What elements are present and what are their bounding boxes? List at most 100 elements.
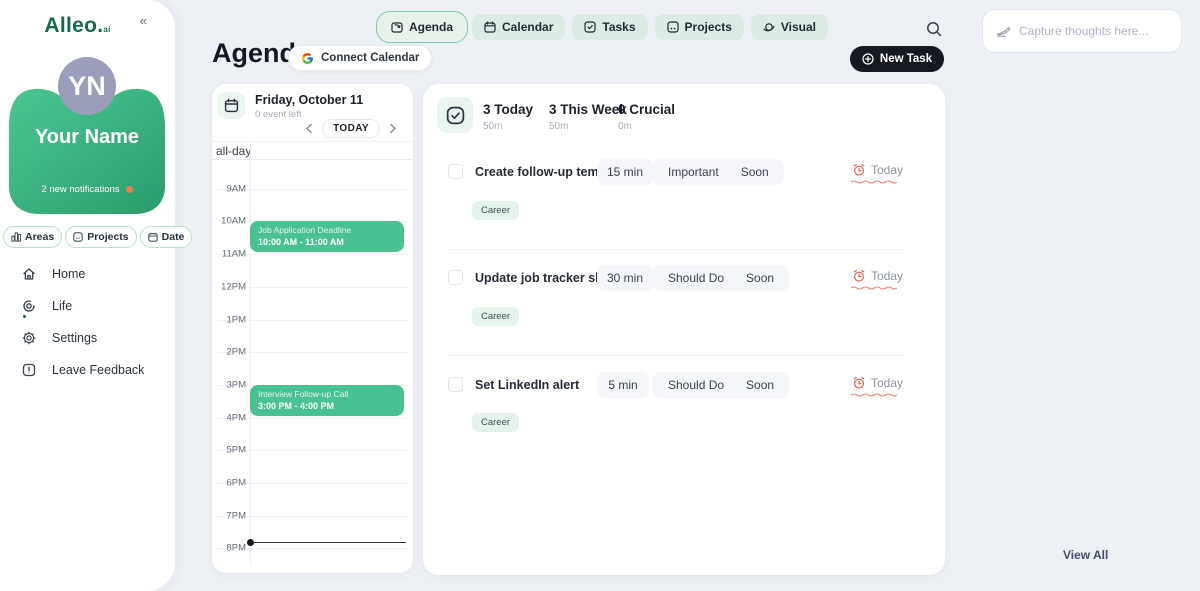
alarm-clock-icon bbox=[853, 164, 865, 176]
tab-projects[interactable]: Projects bbox=[654, 14, 744, 40]
tasks-panel: 3 Today 50m 3 This Week 50m 0 Crucial 0m… bbox=[423, 84, 945, 575]
current-time-dot bbox=[247, 539, 254, 546]
hour-label: 7PM bbox=[226, 510, 246, 522]
task-urgency[interactable]: Soon bbox=[746, 271, 775, 285]
stat-crucial: 0 Crucial 0m bbox=[618, 102, 675, 132]
task-due-label: Today bbox=[870, 163, 903, 177]
tab-calendar[interactable]: Calendar bbox=[472, 14, 566, 40]
sidebar-item-leave-feedback[interactable]: Leave Feedback bbox=[22, 362, 167, 377]
hour-label: 9AM bbox=[226, 183, 246, 195]
task-urgency[interactable]: Soon bbox=[746, 378, 775, 392]
sidebar-collapse-icon[interactable]: « bbox=[139, 13, 147, 28]
calendar-event[interactable]: Job Application Deadline 10:00 AM - 11:0… bbox=[250, 221, 404, 252]
tab-label: Projects bbox=[684, 20, 732, 34]
stat-this-week: 3 This Week 50m bbox=[549, 102, 627, 132]
current-time-indicator bbox=[247, 539, 406, 546]
event-time: 3:00 PM - 4:00 PM bbox=[258, 401, 335, 411]
task-due-label: Today bbox=[870, 269, 903, 283]
connect-calendar-button[interactable]: Connect Calendar bbox=[288, 45, 433, 71]
hour-label: 8PM bbox=[226, 542, 246, 554]
task-priority-group[interactable]: Should Do Soon bbox=[653, 372, 790, 398]
calendar-icon bbox=[484, 21, 496, 33]
stat-headline: 3 Today bbox=[483, 102, 534, 117]
life-indicator-dot bbox=[23, 314, 26, 318]
life-icon bbox=[22, 299, 36, 318]
due-wavy-underline bbox=[850, 286, 897, 290]
app-logo: Alleo.ai bbox=[44, 14, 111, 37]
stat-sub: 50m bbox=[483, 121, 503, 132]
chevron-right-icon[interactable] bbox=[387, 123, 398, 134]
hour-label: 10AM bbox=[221, 215, 246, 227]
sidebar-item-home[interactable]: Home bbox=[22, 266, 167, 281]
hour-label: 2PM bbox=[226, 346, 246, 358]
task-due[interactable]: Today bbox=[850, 269, 903, 290]
task-checkbox[interactable] bbox=[448, 377, 463, 392]
tab-label: Agenda bbox=[409, 20, 454, 34]
calendar-nav: TODAY bbox=[304, 119, 398, 138]
avatar[interactable]: YN bbox=[58, 57, 116, 115]
agenda-day-panel: Friday, October 11 0 event left TODAY al… bbox=[212, 84, 413, 573]
new-task-button[interactable]: New Task bbox=[850, 46, 944, 72]
task-due[interactable]: Today bbox=[850, 163, 903, 184]
task-due-label: Today bbox=[870, 376, 903, 390]
tab-label: Calendar bbox=[502, 20, 554, 34]
today-button[interactable]: TODAY bbox=[322, 119, 380, 138]
task-duration[interactable]: 30 min bbox=[597, 265, 654, 291]
task-priority-group[interactable]: Important Soon bbox=[653, 159, 784, 185]
filter-areas[interactable]: Areas bbox=[3, 226, 63, 248]
search-icon[interactable] bbox=[925, 20, 943, 38]
hour-label: 4PM bbox=[226, 412, 246, 424]
areas-icon bbox=[11, 232, 21, 242]
notifications[interactable]: 2 new notifications bbox=[9, 184, 165, 195]
alarm-clock-icon bbox=[853, 270, 865, 282]
task-priority[interactable]: Should Do bbox=[668, 271, 725, 285]
tab-tasks[interactable]: Tasks bbox=[572, 14, 648, 40]
plus-circle-icon bbox=[862, 53, 874, 65]
task-priority[interactable]: Important bbox=[668, 165, 719, 179]
hour-label: 12PM bbox=[221, 281, 246, 293]
task-priority[interactable]: Should Do bbox=[668, 378, 725, 392]
task-priority-group[interactable]: Should Do Soon bbox=[653, 265, 790, 291]
time-grid[interactable]: 8AM 9AM 10AM 11AM 12PM 1PM 2PM 3PM 4PM 5… bbox=[218, 160, 407, 565]
user-card-shape bbox=[9, 88, 165, 214]
task-urgency[interactable]: Soon bbox=[740, 165, 769, 179]
calendar-icon bbox=[224, 98, 239, 113]
task-row[interactable]: Set LinkedIn alert 5 min Should Do Soon … bbox=[448, 372, 917, 398]
task-row[interactable]: Update job tracker sheet 30 min Should D… bbox=[448, 265, 917, 291]
capture-thoughts-input[interactable] bbox=[1019, 24, 1168, 38]
task-row[interactable]: Create follow-up template 15 min Importa… bbox=[448, 159, 917, 185]
sidebar-item-label: Life bbox=[52, 298, 73, 313]
agenda-icon bbox=[391, 22, 403, 33]
filter-projects[interactable]: Projects bbox=[65, 226, 137, 248]
sidebar-filters: Areas Projects Date bbox=[3, 226, 193, 248]
connect-calendar-label: Connect Calendar bbox=[321, 52, 420, 64]
hour-line bbox=[218, 418, 407, 419]
filter-date-label: Date bbox=[161, 231, 185, 243]
hour-line bbox=[218, 516, 407, 517]
view-all-link[interactable]: View All bbox=[1063, 548, 1109, 562]
sidebar-item-life[interactable]: Life bbox=[22, 298, 167, 318]
task-duration[interactable]: 5 min bbox=[597, 372, 649, 398]
sidebar-item-settings[interactable]: Settings bbox=[22, 330, 167, 345]
hour-label: 3PM bbox=[226, 379, 246, 391]
sidebar-menu: Home Life Settings Leave Feedback bbox=[22, 266, 167, 394]
tab-agenda[interactable]: Agenda bbox=[375, 10, 469, 44]
calendar-event[interactable]: Interview Follow-up Call 3:00 PM - 4:00 … bbox=[250, 385, 404, 416]
task-checkbox[interactable] bbox=[448, 164, 463, 179]
notification-dot-icon bbox=[125, 186, 133, 193]
sidebar-item-label: Leave Feedback bbox=[52, 362, 145, 377]
filter-date[interactable]: Date bbox=[139, 226, 193, 248]
task-due[interactable]: Today bbox=[850, 376, 903, 397]
task-checkbox[interactable] bbox=[448, 270, 463, 285]
event-time: 10:00 AM - 11:00 AM bbox=[258, 237, 344, 247]
calendar-icon-box bbox=[218, 92, 245, 119]
tab-visual[interactable]: Visual bbox=[750, 14, 829, 40]
hour-label: 6PM bbox=[226, 477, 246, 489]
home-icon bbox=[22, 267, 36, 281]
task-duration[interactable]: 15 min bbox=[597, 159, 654, 185]
chevron-left-icon[interactable] bbox=[304, 123, 315, 134]
task-title: Set LinkedIn alert bbox=[475, 378, 580, 392]
filter-projects-label: Projects bbox=[87, 231, 129, 243]
user-name: Your Name bbox=[34, 126, 140, 148]
hour-label: 1PM bbox=[226, 314, 246, 326]
